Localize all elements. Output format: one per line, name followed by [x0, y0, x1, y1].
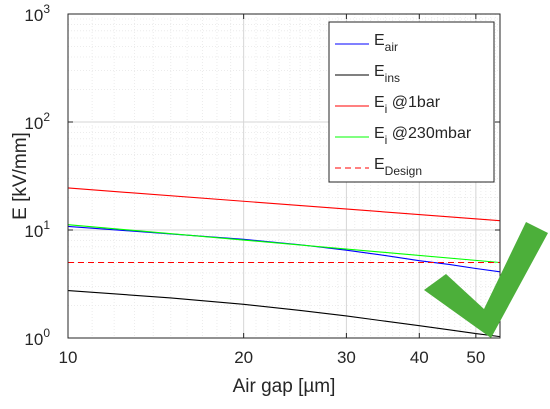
- y-tick-exponent: 3: [43, 2, 50, 16]
- legend-main: E: [374, 32, 385, 49]
- legend-sub: Design: [385, 164, 422, 178]
- legend-main: E: [374, 125, 385, 142]
- axes-box: [67, 13, 501, 339]
- y-tick-base: 10: [24, 330, 43, 349]
- legend-main: E: [374, 94, 385, 111]
- y-tick-label: 102: [24, 110, 50, 133]
- x-tick-label: 20: [234, 348, 253, 367]
- legend-entry-2: Ei @1bar: [374, 94, 441, 116]
- legend-suffix: @1bar: [387, 94, 440, 111]
- x-tick-label: 10: [59, 348, 78, 367]
- x-axis-label: Air gap [µm]: [233, 376, 336, 397]
- y-tick-base: 10: [24, 6, 43, 25]
- y-tick-label: 101: [24, 218, 50, 241]
- x-tick-label: 30: [337, 348, 356, 367]
- legend-entry-1: Eins: [374, 63, 400, 85]
- y-tick-base: 10: [24, 114, 43, 133]
- series-group: [67, 187, 501, 338]
- y-tick-label: 100: [24, 326, 50, 349]
- legend-sub: ins: [385, 71, 400, 85]
- series-line-3: [67, 224, 501, 264]
- x-tick-label: 50: [466, 348, 485, 367]
- y-axis-label: E [kV/mm]: [10, 132, 31, 220]
- legend-sub: air: [385, 40, 398, 54]
- checkmark-icon: [424, 222, 548, 338]
- y-tick-label: 103: [24, 2, 50, 25]
- y-tick-exponent: 1: [43, 218, 50, 232]
- legend-main: E: [374, 63, 385, 80]
- y-tick-base: 10: [24, 222, 43, 241]
- series-line-2: [67, 187, 501, 222]
- y-tick-exponent: 2: [43, 110, 50, 124]
- legend-entry-3: Ei @230mbar: [374, 125, 472, 147]
- legend-box: [328, 21, 495, 183]
- legend-suffix: @230mbar: [387, 125, 472, 142]
- legend-entry-0: Eair: [374, 32, 398, 54]
- legend-main: E: [374, 156, 385, 173]
- legend-sub: i: [385, 102, 388, 116]
- ticks: [67, 13, 500, 339]
- legend-sub: i: [385, 133, 388, 147]
- y-tick-exponent: 0: [43, 326, 50, 340]
- legend-entry-4: EDesign: [374, 156, 422, 178]
- x-tick-label: 40: [410, 348, 429, 367]
- series-line-1: [67, 290, 501, 338]
